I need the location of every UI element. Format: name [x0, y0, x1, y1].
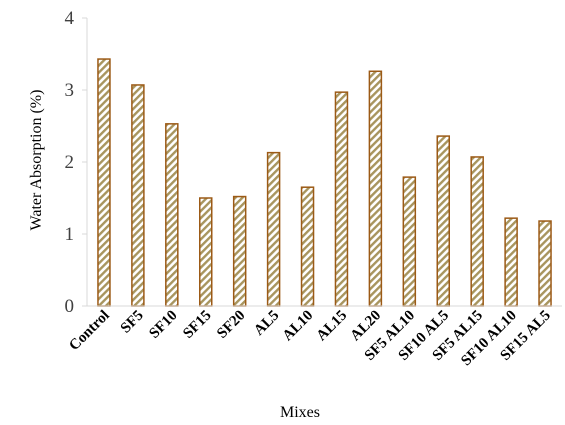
bar	[97, 58, 111, 307]
y-axis-title: Water Absorption (%)	[28, 90, 45, 231]
bar	[436, 135, 450, 307]
category-labels: Control SF5 SF10 SF15 SF20 AL5AL10AL15AL20SF5…	[66, 308, 554, 370]
y-tick-label: 3	[65, 80, 75, 101]
x-tick-label: AL10	[280, 308, 317, 345]
bar	[368, 70, 383, 307]
bar	[131, 84, 145, 307]
x-tick-label: AL5	[251, 308, 282, 339]
y-tick-label: 0	[65, 296, 75, 317]
x-tick-label: SF5	[118, 308, 147, 337]
bar	[266, 151, 281, 307]
y-tick-label: 2	[65, 152, 75, 173]
bar	[165, 123, 179, 307]
bar	[199, 197, 213, 307]
bar	[470, 156, 484, 307]
x-axis-title: Mixes	[280, 404, 320, 421]
x-tick-label: SF10	[146, 308, 180, 342]
bar	[504, 217, 518, 307]
bar	[538, 220, 552, 307]
bars	[97, 58, 552, 307]
y-tick-label: 1	[65, 224, 75, 245]
bar	[402, 176, 417, 307]
y-axis: 0 1 2 3 4	[65, 8, 88, 317]
x-tick-label: SF20	[214, 308, 248, 342]
bar	[232, 195, 247, 307]
bar	[334, 91, 349, 307]
x-tick-label: AL15	[314, 308, 351, 345]
y-tick-label: 4	[65, 8, 75, 29]
bar	[300, 186, 315, 307]
x-tick-label: SF15	[180, 308, 214, 342]
